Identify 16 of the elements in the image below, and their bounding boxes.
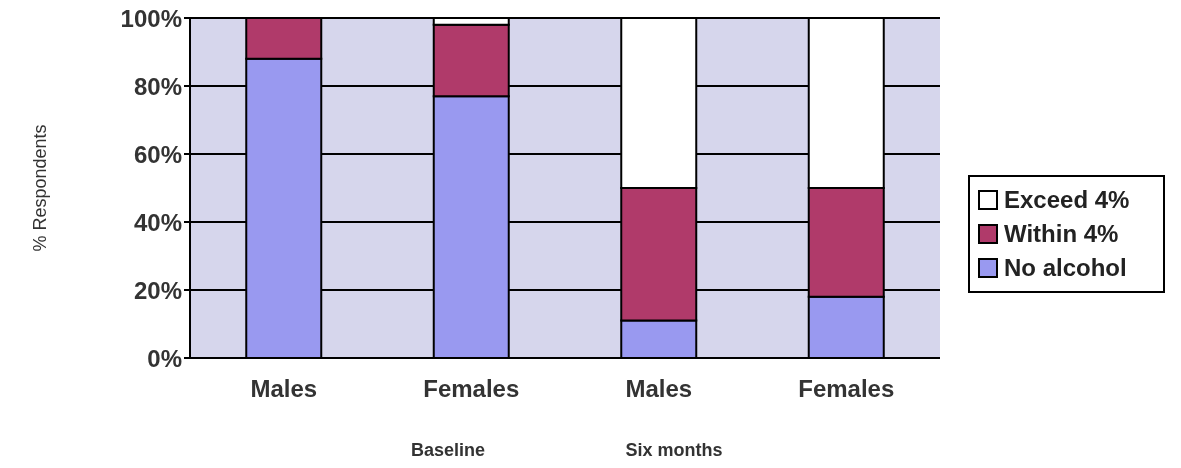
x-tick-label: Females	[798, 375, 895, 403]
y-tick-label: 0%	[147, 344, 182, 372]
y-axis-title: % Respondents	[30, 124, 51, 252]
y-tick-label: 80%	[133, 72, 182, 100]
y-tick-label: 40%	[133, 208, 182, 236]
legend-label: Within 4%	[1004, 219, 1119, 249]
y-tick-label: 100%	[120, 4, 182, 32]
text: Baseline	[410, 440, 486, 461]
legend-label: No alcohol	[1004, 253, 1127, 283]
y-tick-label: 20%	[133, 276, 182, 304]
y-tick-label: 60%	[133, 140, 182, 168]
x-tick-label: Males	[625, 375, 693, 403]
x-tick-label: Females	[423, 375, 520, 403]
legend-label: Exceed 4%	[1004, 185, 1130, 215]
text: Six months	[625, 440, 723, 461]
x-tick-label: Males	[250, 375, 318, 403]
